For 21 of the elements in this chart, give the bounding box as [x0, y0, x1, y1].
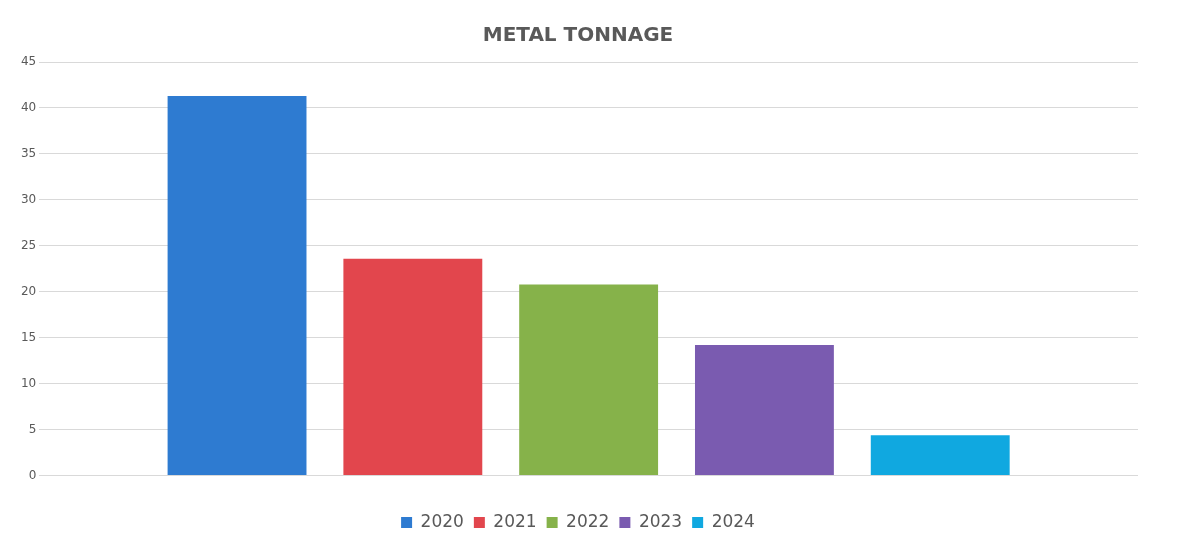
- bar: [870, 435, 1010, 476]
- legend-label: 2022: [566, 510, 610, 531]
- bar: [343, 258, 483, 476]
- legend-label: 2024: [711, 510, 755, 531]
- y-tick-label: 40: [20, 100, 37, 115]
- legend-label: 2023: [638, 510, 683, 531]
- bar: [167, 96, 307, 476]
- y-tick-label: 10: [20, 375, 37, 390]
- y-tick-label: 20: [20, 283, 37, 298]
- chart-title: METAL TONNAGE: [482, 22, 674, 47]
- y-tick-label: 45: [20, 54, 37, 69]
- legend-label: 2021: [493, 510, 537, 531]
- y-tick-label: 15: [20, 329, 37, 344]
- legend-label: 2020: [420, 510, 464, 531]
- bar: [694, 345, 834, 476]
- y-tick-label: 0: [28, 467, 37, 482]
- y-tick-label: 30: [20, 191, 37, 206]
- y-tick-label: 35: [20, 146, 37, 161]
- y-tick-label: 5: [28, 421, 37, 436]
- bar: [519, 284, 659, 476]
- y-tick-label: 25: [20, 237, 37, 252]
